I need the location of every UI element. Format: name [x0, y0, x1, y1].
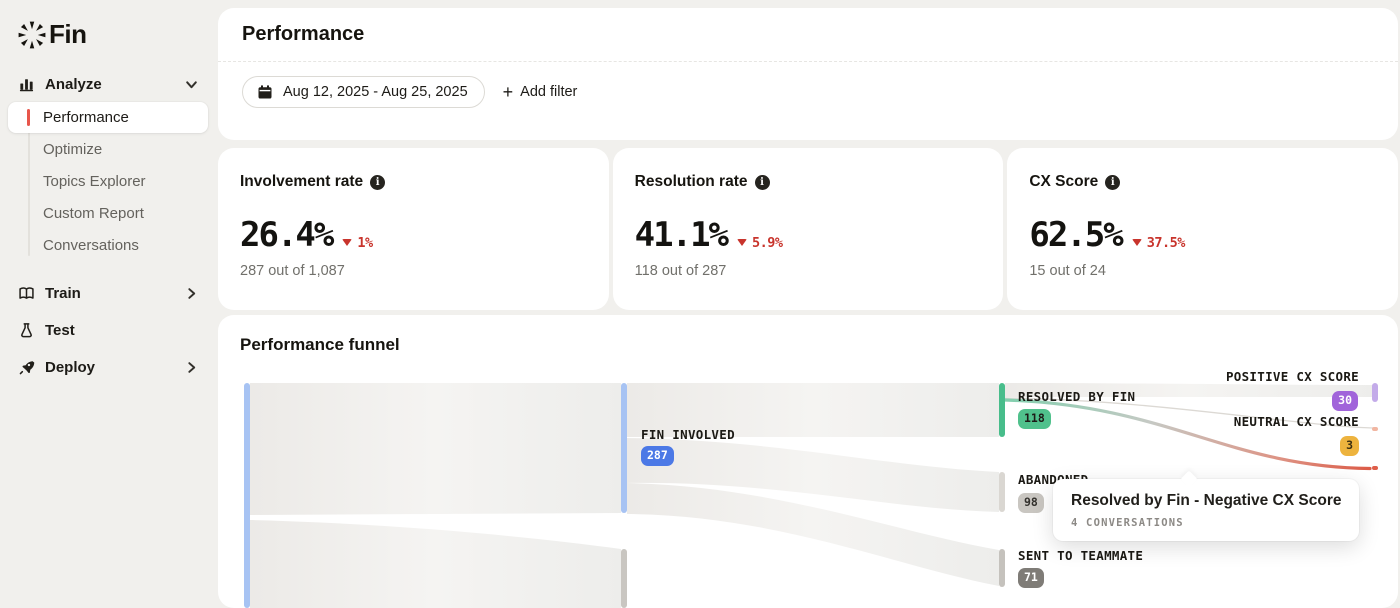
sidebar: Fin Analyze Performance Optimize: [0, 0, 216, 608]
fin-starburst-icon: [18, 21, 46, 48]
funnel-label-neutral-cx: NEUTRAL CX SCORE: [1233, 414, 1359, 429]
info-icon[interactable]: i: [754, 174, 770, 190]
metric-value: 41.1%: [634, 215, 729, 255]
funnel-node-sent-to-teammate[interactable]: [999, 549, 1005, 587]
funnel-badge-resolved: 118: [1018, 409, 1051, 429]
sidebar-item-train[interactable]: Train: [8, 277, 208, 309]
metric-value: 62.5%: [1029, 215, 1123, 255]
add-filter-button[interactable]: + Add filter: [502, 81, 578, 102]
funnel-tooltip: Resolved by Fin - Negative CX Score 4 CO…: [1053, 479, 1360, 541]
funnel-title: Performance funnel: [240, 335, 400, 354]
sidebar-item-label: Deploy: [45, 358, 96, 376]
metric-delta-value: 5.9%: [752, 234, 783, 251]
funnel-label-resolved: RESOLVED BY FIN: [1018, 389, 1136, 404]
page-title: Performance: [242, 23, 365, 45]
sidebar-nav: Analyze Performance Optimize Topics Expl…: [0, 68, 216, 383]
bar-chart-icon: [19, 78, 34, 91]
funnel-node-fin-not-involved[interactable]: [621, 549, 627, 608]
sidebar-item-topics-explorer[interactable]: Topics Explorer: [8, 166, 208, 197]
chevron-right-icon[interactable]: [185, 287, 198, 300]
funnel-node-all-conversations[interactable]: [244, 383, 250, 608]
sidebar-item-test[interactable]: Test: [8, 314, 208, 346]
funnel-label-fin-involved: FIN INVOLVED: [641, 427, 735, 442]
plus-icon: +: [502, 81, 514, 102]
filter-bar: Aug 12, 2025 - Aug 25, 2025 + Add filter: [242, 62, 1374, 108]
funnel-badge-neutral-cx: 3: [1340, 436, 1359, 456]
tooltip-title: Resolved by Fin - Negative CX Score: [1071, 492, 1342, 509]
triangle-down-icon: [737, 239, 748, 246]
triangle-down-icon: [1131, 239, 1142, 246]
calendar-icon: [258, 85, 272, 99]
metric-delta: 5.9%: [737, 235, 783, 251]
app-logo: Fin: [0, 0, 216, 52]
funnel-badge-positive-cx: 30: [1332, 391, 1358, 411]
page-header-card: Performance Aug 12, 2025 - Aug 25, 2025 …: [218, 8, 1398, 140]
sidebar-item-label: Train: [45, 284, 81, 302]
date-range-filter[interactable]: Aug 12, 2025 - Aug 25, 2025: [242, 76, 485, 108]
funnel-badge-sent-to-teammate: 71: [1018, 568, 1044, 588]
funnel-node-abandoned[interactable]: [999, 472, 1005, 512]
add-filter-label: Add filter: [520, 84, 578, 100]
funnel-node-resolved-by-fin[interactable]: [999, 383, 1005, 437]
funnel-node-positive-cx[interactable]: [1372, 383, 1378, 402]
analyze-subnav: Performance Optimize Topics Explorer Cus…: [8, 102, 208, 261]
metric-subtext: 287 out of 1,087: [240, 263, 345, 279]
sidebar-item-label: Conversations: [43, 237, 139, 254]
funnel-node-negative-cx[interactable]: [1372, 466, 1378, 470]
metric-card-cx-score: CX Score i 62.5% 37.5% 15 out of 24: [1007, 148, 1399, 310]
funnel-badge-abandoned: 98: [1018, 493, 1044, 513]
funnel-node-fin-involved[interactable]: [621, 383, 627, 513]
metrics-row: Involvement rate i 26.4% 1% 287 out of 1…: [218, 148, 1399, 310]
metric-delta-value: 1%: [357, 234, 373, 251]
funnel-label-positive-cx: POSITIVE CX SCORE: [1225, 369, 1359, 384]
metric-delta-value: 37.5%: [1146, 234, 1186, 251]
negative-cx-flow[interactable]: [1003, 398, 1372, 471]
chevron-right-icon[interactable]: [185, 361, 198, 374]
metric-delta: 37.5%: [1131, 234, 1186, 251]
sidebar-item-label: Custom Report: [43, 205, 144, 222]
sidebar-item-analyze[interactable]: Analyze: [8, 68, 208, 100]
metric-label: CX Score: [1029, 173, 1099, 190]
sidebar-item-label: Performance: [43, 109, 129, 126]
sidebar-item-label: Analyze: [45, 75, 102, 93]
tooltip-subtitle: 4 CONVERSATIONS: [1071, 517, 1184, 529]
info-icon[interactable]: i: [370, 174, 386, 190]
sidebar-item-label: Test: [45, 321, 75, 339]
metric-label: Involvement rate: [240, 173, 364, 190]
metric-value: 26.4%: [240, 215, 334, 255]
rocket-icon: [19, 360, 35, 374]
funnel-badge-fin-involved: 287: [641, 446, 674, 466]
metric-label: Resolution rate: [634, 173, 748, 190]
metric-subtext: 15 out of 24: [1029, 263, 1106, 279]
divider: [218, 61, 1398, 62]
funnel-label-sent-to-teammate: SENT TO TEAMMATE: [1018, 548, 1144, 563]
logo-text: Fin: [49, 19, 87, 49]
sidebar-item-optimize[interactable]: Optimize: [8, 134, 208, 165]
flask-icon: [21, 322, 32, 337]
metric-subtext: 118 out of 287: [634, 263, 727, 279]
funnel-node-neutral-cx[interactable]: [1372, 427, 1378, 431]
triangle-down-icon: [342, 239, 353, 246]
metric-card-resolution-rate: Resolution rate i 41.1% 5.9% 118 out of …: [612, 148, 1004, 310]
performance-funnel-card: Performance funnel: [218, 315, 1398, 608]
sidebar-item-label: Topics Explorer: [43, 173, 146, 190]
sidebar-item-label: Optimize: [43, 141, 103, 158]
metric-delta: 1%: [342, 234, 373, 251]
sidebar-item-deploy[interactable]: Deploy: [8, 351, 208, 383]
metric-card-involvement-rate: Involvement rate i 26.4% 1% 287 out of 1…: [218, 148, 609, 310]
sankey-flows: [250, 383, 1374, 608]
chevron-down-icon[interactable]: [185, 78, 198, 91]
sidebar-item-custom-report[interactable]: Custom Report: [8, 198, 208, 229]
book-icon: [19, 286, 34, 299]
main-content: Performance Aug 12, 2025 - Aug 25, 2025 …: [218, 8, 1399, 608]
date-range-label: Aug 12, 2025 - Aug 25, 2025: [283, 84, 468, 100]
sidebar-item-conversations[interactable]: Conversations: [8, 230, 208, 261]
info-icon[interactable]: i: [1105, 174, 1121, 190]
sidebar-item-performance[interactable]: Performance: [8, 102, 208, 133]
